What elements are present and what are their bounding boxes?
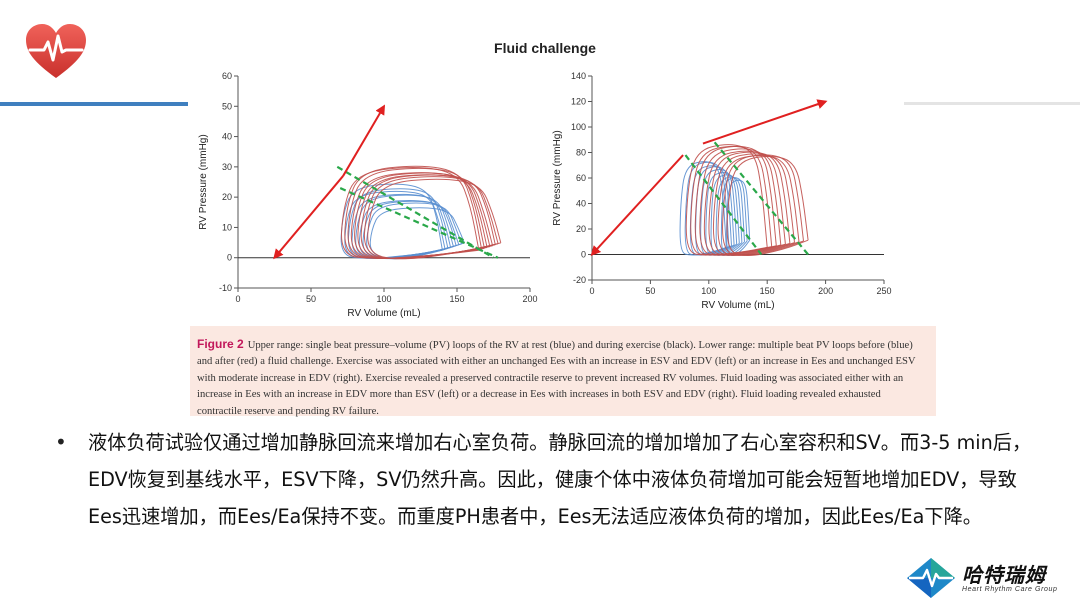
x-axis-label: RV Volume (mL) <box>347 308 420 319</box>
red-arrow <box>273 175 344 260</box>
x-tick-label: 100 <box>701 286 716 296</box>
red-arrow <box>342 104 386 177</box>
caption-text: Upper range: single beat pressure–volume… <box>197 340 916 417</box>
red-pv-loop <box>726 155 809 256</box>
x-tick-label: 0 <box>589 286 594 296</box>
x-tick-label: 0 <box>235 294 240 304</box>
ees-line <box>339 187 499 259</box>
figure-caption: Figure 2 Upper range: single beat pressur… <box>190 326 936 417</box>
y-tick-label: 100 <box>571 122 586 132</box>
y-tick-label: -10 <box>219 283 232 293</box>
y-tick-label: 140 <box>571 71 586 81</box>
figure-label: Figure 2 <box>197 337 244 351</box>
red-pv-loop <box>367 178 502 260</box>
heart-ecg-icon <box>26 24 86 78</box>
brand-name: 哈特瑞姆 <box>962 563 1046 587</box>
diamond-ecg-icon <box>907 558 955 598</box>
y-tick-label: -20 <box>573 275 586 285</box>
y-tick-label: 0 <box>581 250 586 260</box>
y-tick-label: 30 <box>222 162 232 172</box>
x-axis-label: RV Volume (mL) <box>701 300 774 311</box>
y-tick-label: 10 <box>222 222 232 232</box>
y-axis-label: RV Pressure (mmHg) <box>198 134 209 229</box>
y-tick-label: 80 <box>576 148 586 158</box>
y-tick-label: 40 <box>576 199 586 209</box>
y-tick-label: 50 <box>222 101 232 111</box>
ees-line <box>336 165 495 259</box>
y-tick-label: 20 <box>576 224 586 234</box>
y-tick-label: 40 <box>222 132 232 142</box>
x-tick-label: 150 <box>760 286 775 296</box>
y-tick-label: 0 <box>227 253 232 263</box>
x-tick-label: 50 <box>645 286 655 296</box>
y-tick-label: 60 <box>576 173 586 183</box>
y-axis-label: RV Pressure (mmHg) <box>552 130 563 225</box>
x-tick-label: 250 <box>876 286 891 296</box>
bullet-marker: • <box>55 430 67 454</box>
ees-line <box>713 141 809 256</box>
ees-line <box>684 154 763 256</box>
y-tick-label: 20 <box>222 192 232 202</box>
header-rule-left <box>0 102 188 106</box>
brand-subtitle: Heart Rhythm Care Group <box>962 586 1058 593</box>
bullet-text: 液体负荷试验仅通过增加静脉回流来增加右心室负荷。静脉回流的增加增加了右心室容积和… <box>88 431 1032 528</box>
x-tick-label: 200 <box>522 294 537 304</box>
x-tick-label: 150 <box>449 294 464 304</box>
red-arrow <box>702 99 828 145</box>
x-tick-label: 200 <box>818 286 833 296</box>
y-tick-label: 60 <box>222 71 232 81</box>
x-tick-label: 50 <box>306 294 316 304</box>
y-tick-label: 120 <box>571 97 586 107</box>
figure-title: Fluid challenge <box>494 40 596 56</box>
blue-pv-loop <box>366 202 463 260</box>
header-rule-right <box>904 102 1080 105</box>
red-arrow <box>590 154 684 256</box>
x-tick-label: 100 <box>376 294 391 304</box>
